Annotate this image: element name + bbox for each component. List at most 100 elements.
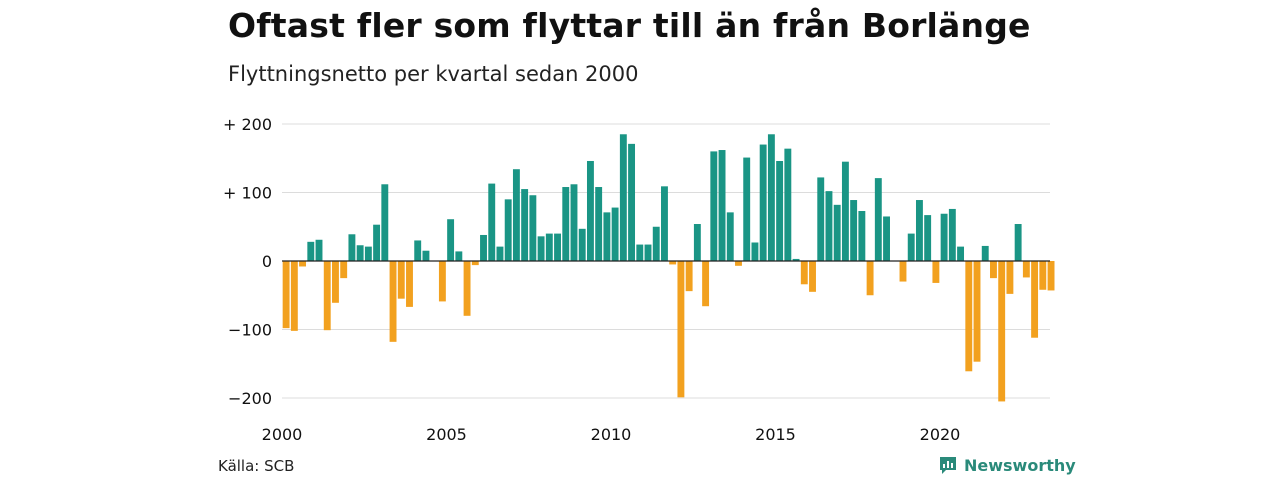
bar	[825, 191, 833, 261]
bar	[858, 211, 866, 261]
bar	[340, 261, 348, 279]
bar	[718, 150, 726, 261]
bar	[685, 261, 693, 292]
brand-name: Newsworthy	[964, 455, 1076, 475]
bar	[1031, 261, 1039, 338]
bar	[998, 261, 1006, 402]
bar	[570, 184, 578, 261]
bar	[915, 200, 923, 261]
y-tick-label: −100	[228, 321, 272, 340]
bar	[290, 261, 298, 331]
bar	[809, 261, 816, 292]
bar	[1039, 261, 1047, 290]
bar	[1014, 224, 1022, 261]
bar	[850, 200, 858, 261]
chart-title: Oftast fler som flyttar till än från Bor…	[228, 6, 1031, 45]
bar	[381, 184, 389, 261]
y-tick-label: + 200	[223, 115, 272, 134]
bar	[693, 224, 701, 261]
bar	[414, 240, 422, 261]
bar	[776, 160, 784, 261]
bar	[965, 261, 973, 372]
bar	[578, 228, 586, 261]
bar	[603, 212, 611, 261]
bar	[940, 213, 948, 261]
bar	[948, 208, 956, 261]
bar	[874, 178, 882, 261]
brand-logo: Newsworthy	[938, 455, 1076, 475]
bar	[957, 246, 965, 261]
bar	[800, 261, 808, 285]
bar	[932, 261, 940, 283]
bar	[899, 261, 907, 282]
x-tick-label: 2020	[920, 425, 961, 444]
bar	[315, 239, 323, 261]
x-tick-label: 2015	[755, 425, 796, 444]
bar	[1006, 261, 1014, 294]
bar	[619, 134, 627, 261]
bar	[907, 233, 915, 261]
bar	[661, 186, 668, 261]
bar	[628, 143, 636, 261]
x-tick-label: 2005	[426, 425, 467, 444]
bar	[792, 258, 800, 261]
bar	[364, 246, 372, 261]
bar	[521, 189, 529, 261]
bar	[299, 261, 307, 267]
bar	[373, 224, 381, 261]
bar	[759, 144, 767, 261]
bar	[512, 169, 520, 261]
bar	[545, 233, 553, 261]
bar	[833, 204, 841, 261]
y-tick-label: 0	[262, 252, 272, 271]
bar	[735, 261, 742, 266]
bar	[784, 148, 792, 261]
bar	[348, 234, 356, 261]
bar	[504, 199, 512, 261]
bar	[332, 261, 339, 303]
bar	[1047, 261, 1055, 291]
bar	[562, 187, 570, 261]
y-tick-label: + 100	[223, 184, 272, 203]
grid-lines	[282, 123, 1050, 399]
y-tick-label: −200	[228, 389, 272, 408]
bar	[702, 261, 710, 307]
bar	[636, 244, 644, 261]
bar	[455, 251, 463, 261]
bar	[537, 236, 545, 261]
bar	[438, 261, 446, 302]
source-note: Källa: SCB	[218, 457, 295, 475]
bar	[743, 157, 751, 261]
bar	[883, 216, 890, 261]
bar	[595, 187, 603, 261]
bar	[480, 234, 487, 261]
bar	[924, 215, 932, 261]
x-tick-label: 2010	[591, 425, 632, 444]
bar	[307, 241, 315, 261]
bar	[990, 261, 997, 279]
newsworthy-logo-icon	[940, 457, 956, 474]
bar	[751, 242, 759, 261]
bar	[710, 151, 718, 261]
bar	[981, 245, 989, 261]
bar	[554, 233, 561, 261]
bar	[397, 261, 405, 299]
chart-subtitle: Flyttningsnetto per kvartal sedan 2000	[228, 62, 639, 86]
bar	[973, 261, 981, 362]
bar	[1022, 261, 1030, 278]
bar	[586, 160, 594, 261]
bar	[652, 226, 660, 261]
bar	[841, 161, 849, 261]
bar	[644, 244, 652, 261]
bar	[422, 250, 430, 261]
axes: + 200 + 100 0 −100 −200 2000 2005 2010 2015 2020	[223, 115, 1050, 444]
bar	[669, 261, 677, 265]
bar	[447, 219, 455, 261]
bar	[529, 195, 537, 261]
x-tick-label: 2000	[262, 425, 303, 444]
bar	[406, 261, 413, 307]
bar	[471, 261, 479, 266]
bar	[817, 177, 825, 261]
bars	[282, 134, 1055, 402]
